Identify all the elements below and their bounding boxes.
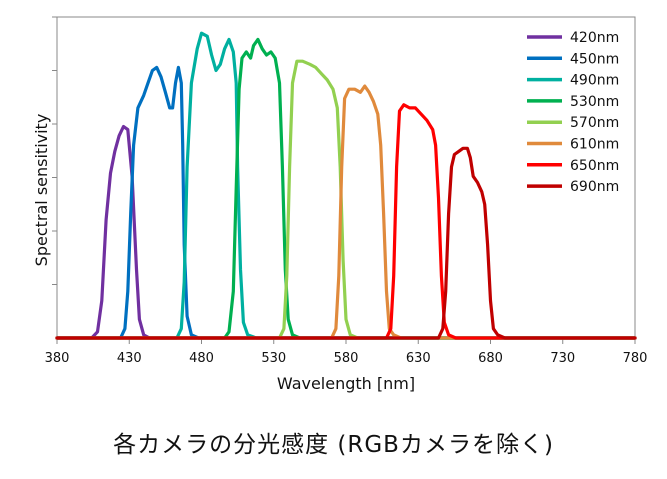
x-axis-label: Wavelength [nm] <box>277 374 415 393</box>
legend-label: 530nm <box>570 94 619 110</box>
series-line-490nm <box>55 31 637 340</box>
x-tick-label: 780 <box>623 351 648 366</box>
legend-label: 570nm <box>570 115 619 131</box>
legend-label: 490nm <box>570 73 619 89</box>
x-tick-label: 380 <box>45 351 70 366</box>
series-line-690nm <box>55 146 637 340</box>
figure-caption: 各カメラの分光感度 (RGBカメラを除く) <box>113 432 554 458</box>
series-line-570nm <box>55 59 637 340</box>
legend-label: 690nm <box>570 179 619 195</box>
x-tick-label: 580 <box>334 351 359 366</box>
y-axis-ticks <box>52 16 57 285</box>
legend-label: 420nm <box>570 30 619 46</box>
x-tick-label: 730 <box>550 351 575 366</box>
x-tick-label: 530 <box>261 351 286 366</box>
y-axis-label: Spectral sensitivity <box>32 114 51 267</box>
series-lines <box>55 31 637 340</box>
legend-label: 450nm <box>570 51 619 67</box>
legend-label: 650nm <box>570 158 619 174</box>
legend: 420nm 450nm 490nm 530nm 570nm 610nm 650nm 690nm <box>527 30 619 195</box>
x-tick-label: 480 <box>189 351 214 366</box>
series-line-420nm <box>55 124 637 340</box>
x-tick-label: 430 <box>117 351 142 366</box>
x-axis-ticks: 380 430 480 530 580 630 680 730 780 <box>45 338 648 366</box>
legend-label: 610nm <box>570 137 619 153</box>
series-line-610nm <box>55 84 637 340</box>
x-tick-label: 630 <box>406 351 431 366</box>
x-tick-label: 680 <box>478 351 503 366</box>
